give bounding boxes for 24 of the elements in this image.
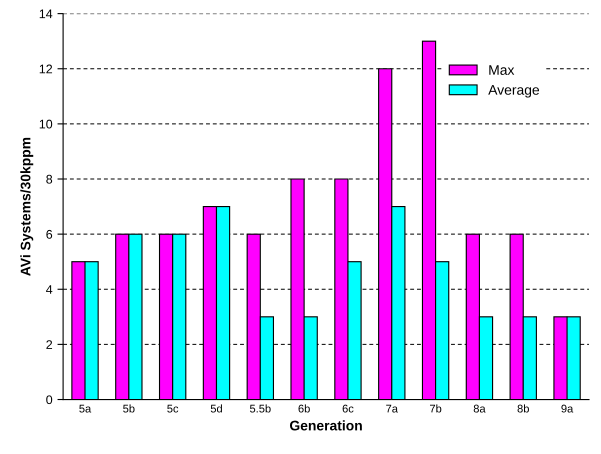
x-tick-label: 5a <box>79 404 92 413</box>
y-tick-label: 10 <box>40 120 52 129</box>
x-tick-label: 5d <box>210 404 222 413</box>
x-tick-label: 8b <box>518 404 529 413</box>
x-tick-label: 7a <box>386 404 398 413</box>
y-tick-label: 12 <box>40 64 52 74</box>
legend-label: Average <box>488 85 540 98</box>
y-tick-label: 0 <box>46 395 52 404</box>
x-tick-label: 6b <box>298 404 310 413</box>
x-tick-label: 5b <box>123 404 135 413</box>
x-axis-title: Generation <box>290 420 362 430</box>
y-tick-label: 4 <box>46 285 52 294</box>
legend-label: Max <box>489 65 514 75</box>
x-tick-label: 8a <box>474 404 486 413</box>
y-axis-title: AVi Systems/30kppm <box>20 138 34 276</box>
y-tick-label: 8 <box>46 174 52 184</box>
x-tick-label: 9a <box>561 404 574 413</box>
y-tick-label: 2 <box>46 340 52 349</box>
x-tick-label: 5.5b <box>250 404 271 413</box>
y-tick-label: 14 <box>40 10 52 18</box>
x-tick-label: 7b <box>430 404 442 413</box>
y-tick-label: 6 <box>46 230 52 239</box>
x-tick-label: 5c <box>167 404 178 413</box>
x-tick-label: 6c <box>342 404 354 413</box>
